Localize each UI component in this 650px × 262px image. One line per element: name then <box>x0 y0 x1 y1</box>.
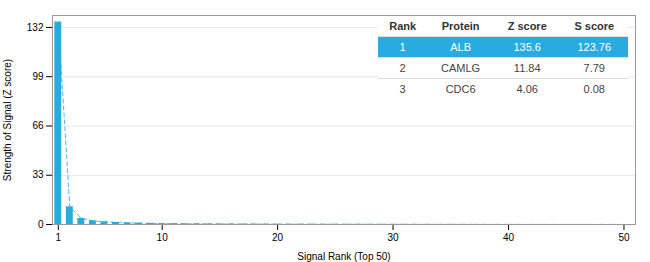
html-text:3: 3 <box>399 83 406 95</box>
svg-text:1: 1 <box>55 232 61 243</box>
html-text:S score: S score <box>574 20 615 32</box>
html-text:4.06: 4.06 <box>516 83 538 95</box>
html-text:135.6: 135.6 <box>513 41 541 53</box>
html-text:1: 1 <box>399 41 406 53</box>
html-text:2: 2 <box>399 62 406 74</box>
svg-text:Strength of Signal (Z score): Strength of Signal (Z score) <box>2 59 13 181</box>
html-text:Z score: Z score <box>507 20 547 32</box>
svg-text:132: 132 <box>27 22 44 33</box>
html-text:123.76: 123.76 <box>577 41 612 53</box>
html-text:0.08: 0.08 <box>583 83 605 95</box>
html-text:CAMLG: CAMLG <box>441 62 481 74</box>
html-text:ALB: ALB <box>450 41 471 53</box>
svg-text:0: 0 <box>38 219 44 230</box>
svg-text:50: 50 <box>618 232 630 243</box>
svg-text:Signal Rank (Top 50): Signal Rank (Top 50) <box>297 251 390 262</box>
svg-text:66: 66 <box>32 120 44 131</box>
html-text:Protein: Protein <box>441 20 480 32</box>
svg-text:20: 20 <box>272 232 284 243</box>
html-text:CDC6: CDC6 <box>445 83 476 95</box>
svg-text:33: 33 <box>32 169 44 180</box>
svg-text:10: 10 <box>157 232 169 243</box>
html-text:Rank: Rank <box>389 20 417 32</box>
html-text:7.79: 7.79 <box>583 62 605 74</box>
svg-text:30: 30 <box>388 232 400 243</box>
svg-text:40: 40 <box>503 232 515 243</box>
html-text:11.84: 11.84 <box>513 62 541 74</box>
svg-text:99: 99 <box>32 71 44 82</box>
